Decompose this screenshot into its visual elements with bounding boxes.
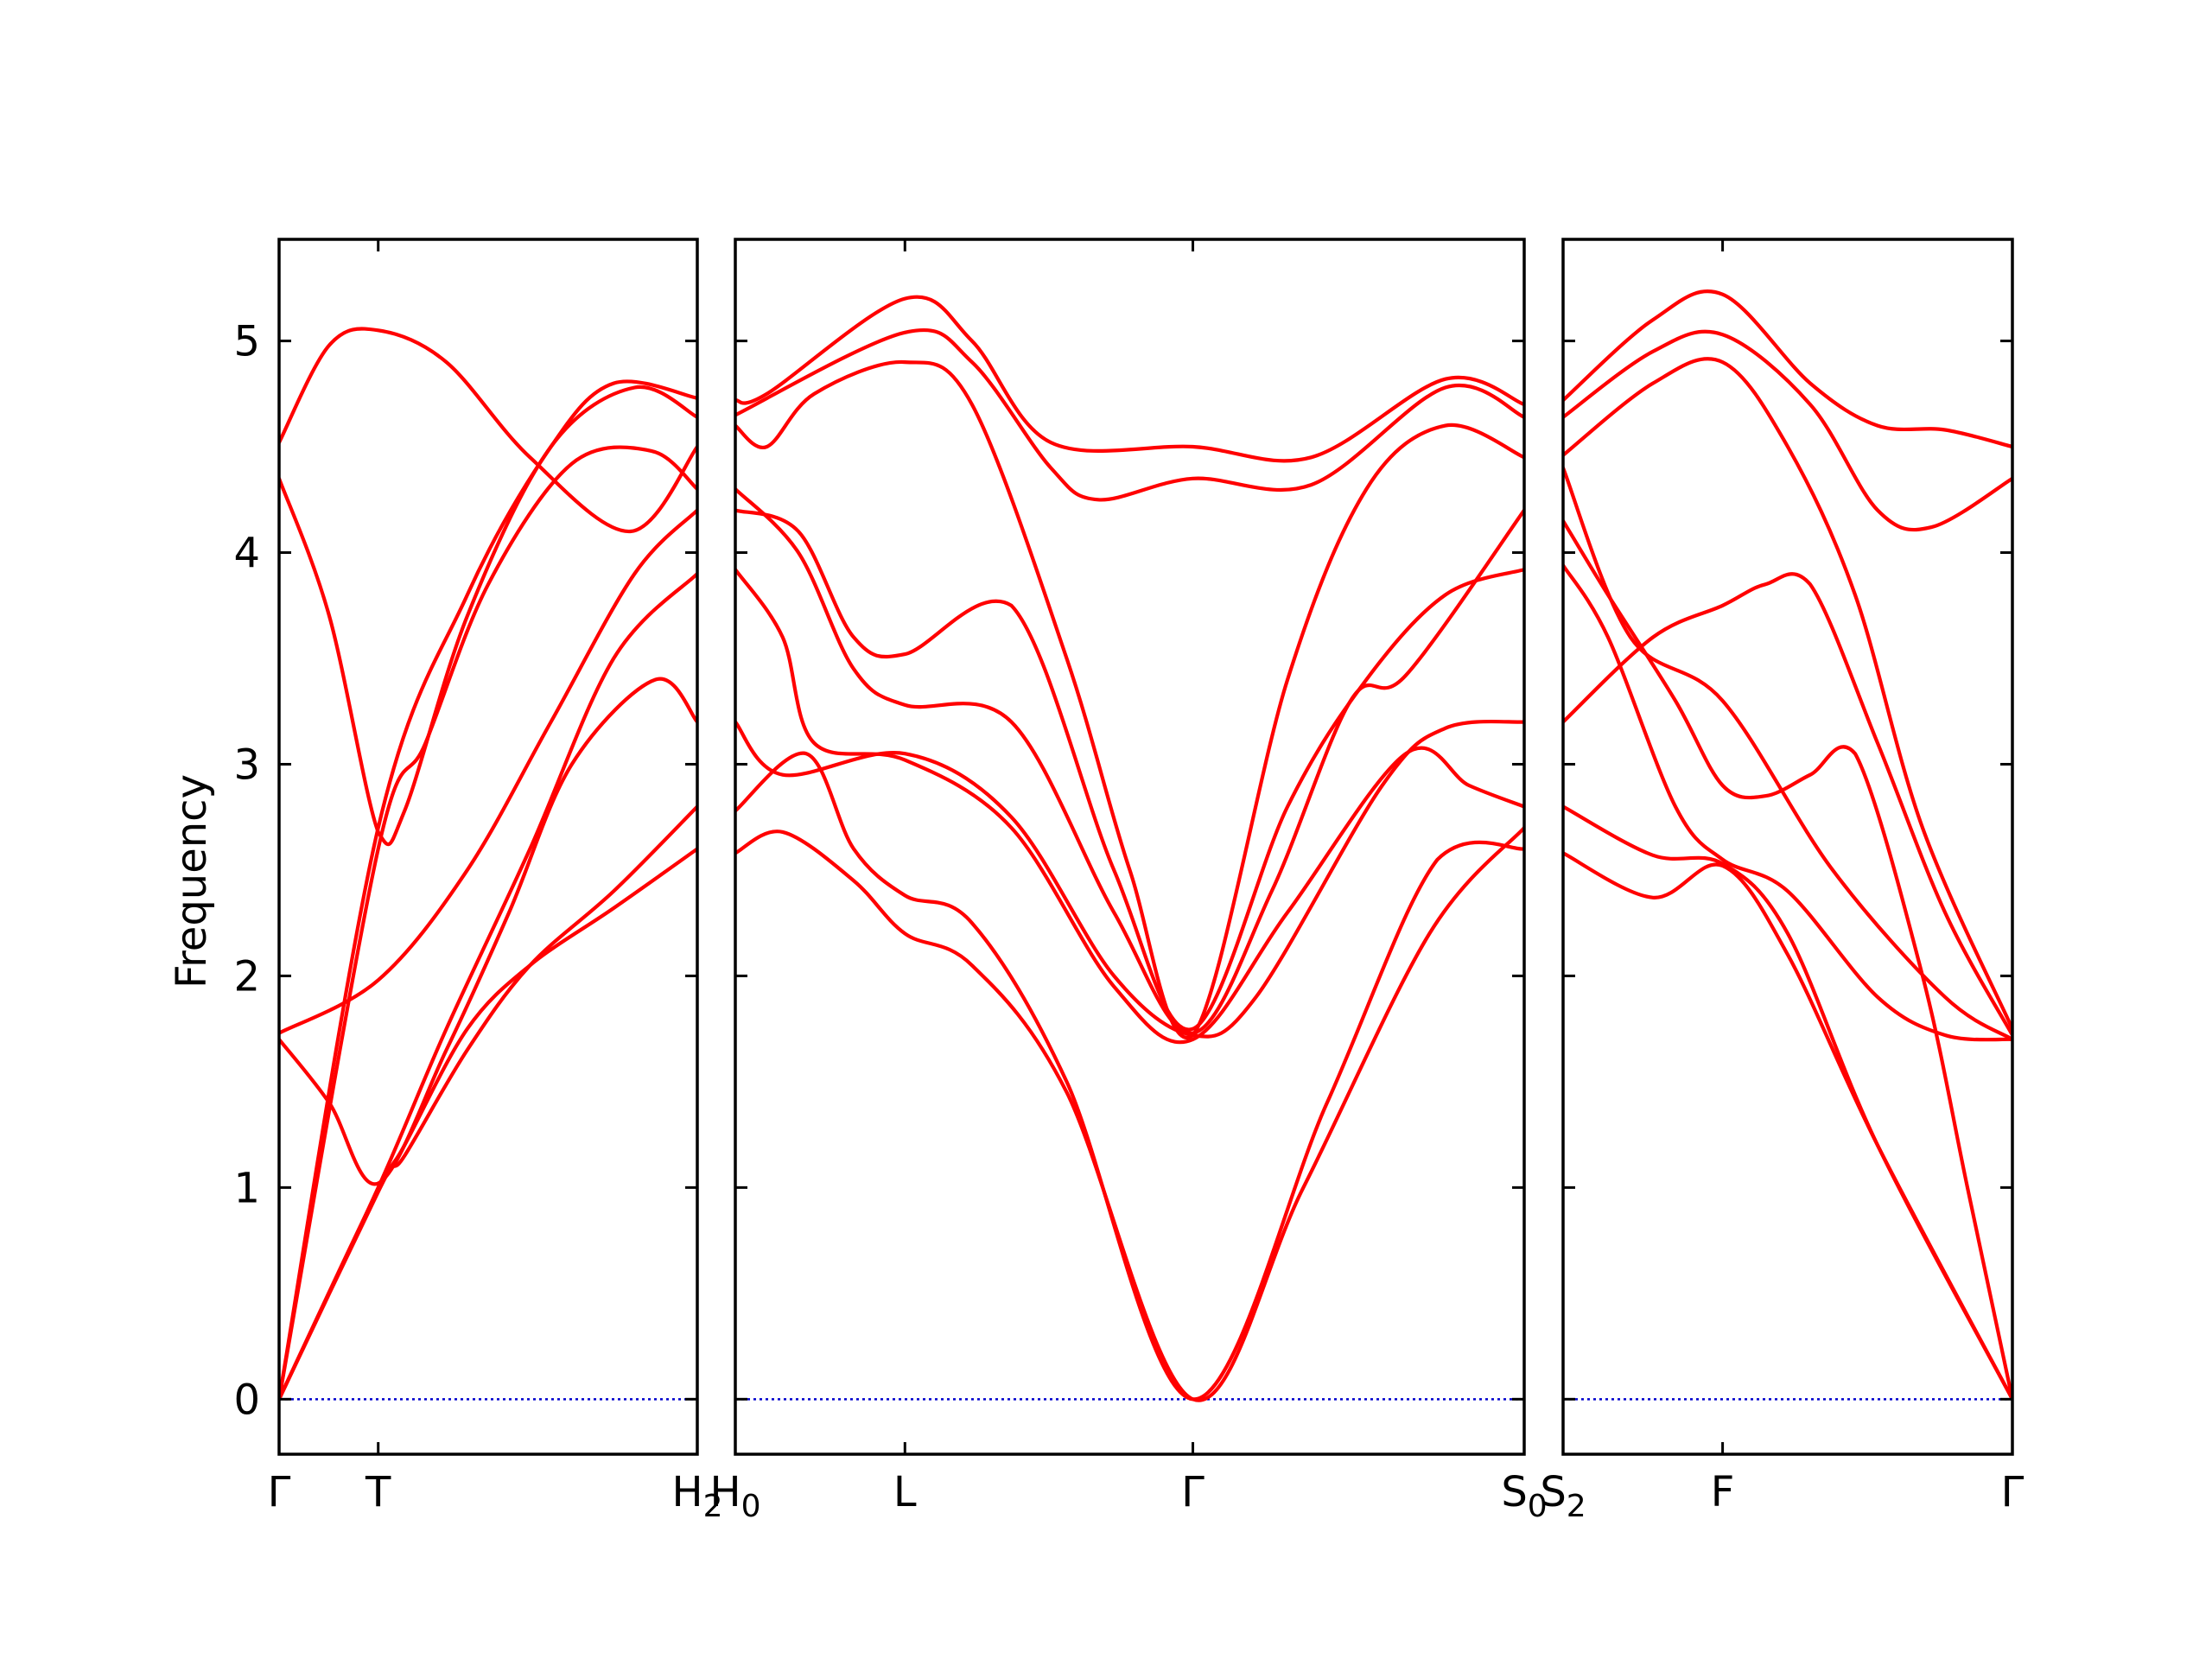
y-tick-label: 4 (233, 530, 260, 578)
y-tick-label: 1 (233, 1164, 260, 1212)
panel-3: S2 F Γ (1540, 238, 2024, 1524)
band-4 (735, 568, 1524, 1045)
y-tick-label: 5 (233, 318, 260, 366)
band-8 (279, 571, 697, 1402)
panel-2: H0 L Γ S0 (710, 238, 1548, 1524)
band-5 (1563, 518, 2012, 1402)
band-9 (735, 295, 1524, 463)
x-tick-label: H2 (672, 1468, 723, 1524)
band-5 (735, 486, 1524, 1035)
x-tick-label: T (365, 1468, 391, 1516)
y-tick-label: 3 (233, 741, 260, 789)
band-9 (1563, 289, 2012, 449)
panel-frame (277, 238, 699, 1456)
y-tick-label: 0 (233, 1376, 260, 1424)
y-axis-label: Frequency (168, 774, 216, 988)
band-4 (1563, 563, 2012, 1042)
band-7 (279, 327, 697, 534)
panel-frame (1561, 238, 2014, 1456)
band-3 (735, 719, 1524, 1039)
x-tick-label: Γ (1181, 1468, 1205, 1516)
y-tick-label: 2 (233, 952, 260, 1001)
x-tick-label: L (893, 1468, 917, 1516)
band-9 (279, 379, 697, 1402)
band-4 (279, 508, 697, 1035)
band-6 (735, 508, 1524, 1032)
band-7 (1563, 357, 2012, 1031)
bands (279, 327, 697, 1402)
band-5 (279, 445, 697, 1402)
band-6 (279, 385, 697, 847)
x-tick-label: Γ (2001, 1468, 2024, 1516)
x-tick-label: S2 (1540, 1468, 1586, 1524)
band-8 (1563, 329, 2012, 532)
x-tick-label: H0 (710, 1468, 761, 1524)
x-tick-label: Γ (268, 1468, 291, 1516)
band-3 (1563, 572, 2012, 1038)
band-6 (1563, 466, 2012, 1041)
band-2 (1563, 804, 2012, 1402)
band-8 (735, 327, 1524, 502)
band-3 (279, 677, 697, 1186)
band-7 (735, 359, 1524, 1039)
band-2 (735, 751, 1524, 1402)
bands (1563, 289, 2012, 1402)
bands (735, 295, 1524, 1402)
panel-1: 0 1 2 3 4 5 Γ T H2 (233, 238, 723, 1524)
panel-frame (734, 238, 1526, 1456)
x-tick-label: F (1711, 1468, 1735, 1516)
